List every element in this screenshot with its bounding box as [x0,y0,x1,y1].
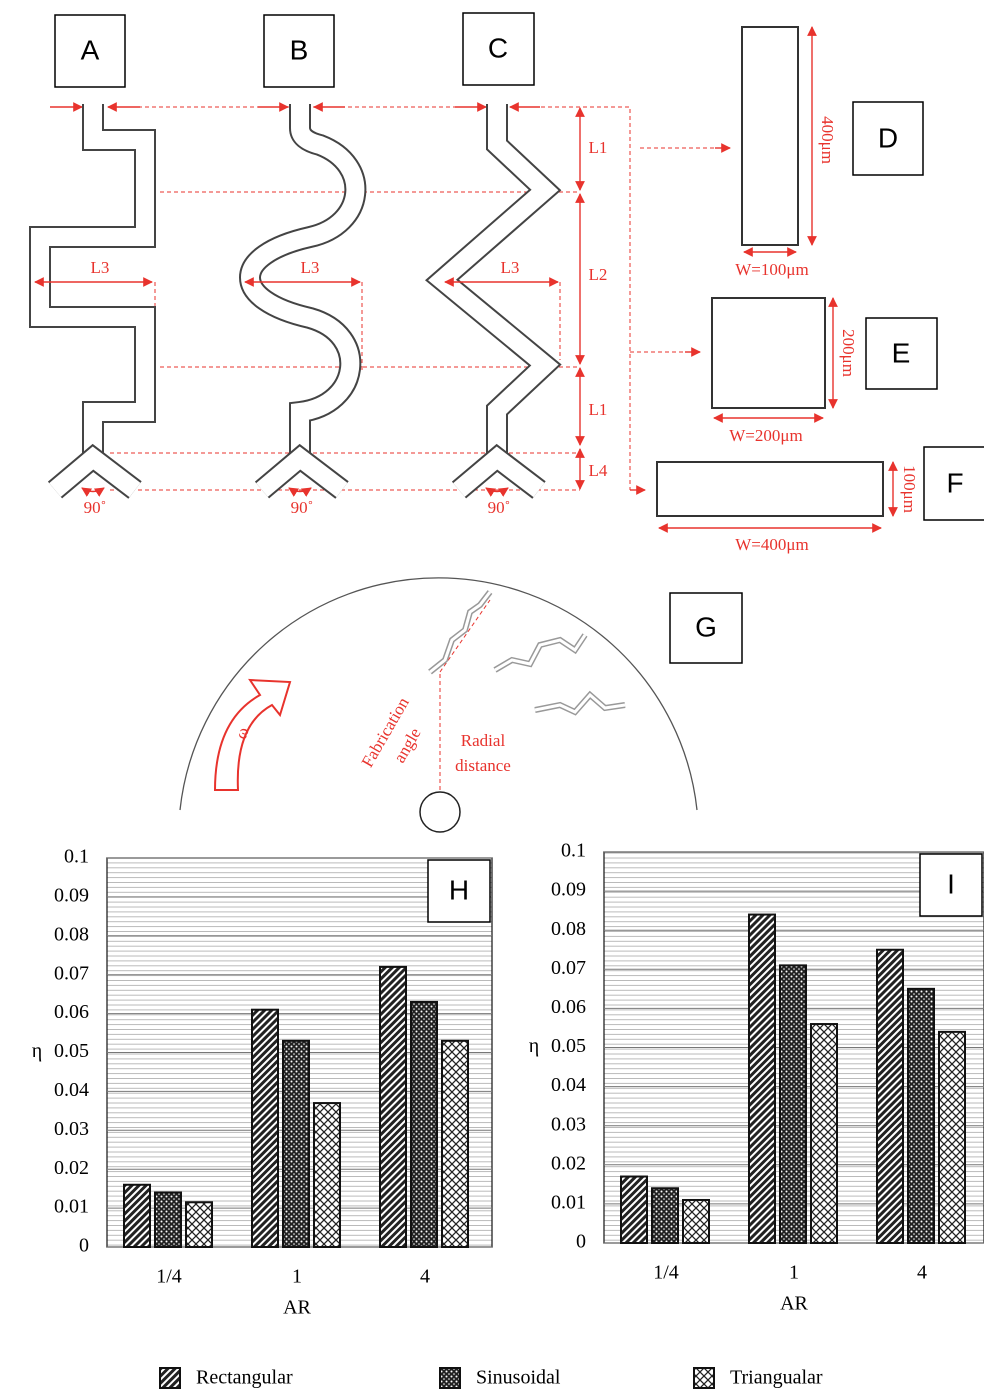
panel-label: H [449,874,469,905]
channel-diagram: L3 L3 L3 L1 L2 L1 L4 90˚ 90˚ 90˚ 400μm W… [35,27,919,554]
y-tick-label: 0.03 [551,1113,586,1135]
radial-distance: Radial [461,731,506,750]
x-tick-label: 1 [292,1266,302,1288]
legend-swatch [160,1368,180,1388]
bar [877,950,903,1243]
panel-label: G [695,611,717,642]
panel-label: I [947,868,955,899]
y-axis-label: η [32,1040,42,1062]
y-tick-label: 0.01 [54,1196,89,1218]
y-tick-label: 0.07 [54,962,89,984]
bar [811,1024,837,1243]
angle: 90˚ [84,498,107,517]
x-axis-label: AR [283,1297,311,1319]
bar [314,1103,340,1247]
bar [621,1177,647,1243]
f-width: W=400μm [735,535,808,554]
y-tick-label: 0.02 [54,1157,89,1179]
angle: 90˚ [291,498,314,517]
bar [124,1185,150,1247]
y-tick-label: 0.03 [54,1118,89,1140]
panel-label: C [488,32,508,63]
e-width: W=200μm [729,426,802,445]
bar [283,1041,309,1247]
y-tick-label: 0.07 [551,957,586,979]
legend-swatch [694,1368,714,1388]
bar [252,1010,278,1247]
y-tick-label: 0 [576,1231,586,1253]
bar [939,1032,965,1243]
legend-label: Rectangular [196,1367,293,1389]
d-width: W=100μm [735,260,808,279]
legend-swatch [440,1368,460,1388]
bar [186,1202,212,1247]
y-tick-label: 0.04 [54,1079,89,1101]
bar [380,967,406,1247]
f-height: 100μm [900,465,919,513]
e-height: 200μm [839,329,858,377]
y-tick-label: 0.09 [54,884,89,906]
panel-label: E [892,337,911,368]
rotation-diagram: ω Fabrication angle Radial distance [180,578,697,832]
y-tick-label: 0.06 [54,1001,89,1023]
panel-label: A [81,34,100,65]
y-tick-label: 0.05 [54,1040,89,1062]
l1: L1 [589,138,608,157]
panel-label: B [290,34,309,65]
y-tick-label: 0.04 [551,1074,586,1096]
y-tick-label: 0 [79,1235,89,1257]
l2: L2 [589,265,608,284]
y-tick-label: 0.05 [551,1035,586,1057]
x-tick-label: 4 [420,1266,430,1288]
bar [908,989,934,1243]
panel-label: D [878,122,898,153]
y-tick-label: 0.02 [551,1152,586,1174]
bar [155,1193,181,1247]
l1: L1 [589,400,608,419]
angle: 90˚ [488,498,511,517]
l3: L3 [301,258,320,277]
legend-label: Triangualar [730,1367,823,1389]
bar [749,915,775,1243]
y-tick-label: 0.1 [561,840,586,862]
y-tick-label: 0.08 [551,918,586,940]
y-axis-label: η [529,1035,539,1057]
y-tick-label: 0.08 [54,923,89,945]
d-height: 400μm [818,116,837,164]
bar [652,1188,678,1243]
bar [442,1041,468,1247]
bar [683,1200,709,1243]
x-axis-label: AR [780,1293,808,1315]
l3: L3 [91,258,110,277]
x-tick-label: 4 [917,1262,927,1284]
y-tick-label: 0.1 [64,846,89,868]
bar [780,965,806,1243]
l3: L3 [501,258,520,277]
radial-distance: distance [455,756,511,775]
y-tick-label: 0.06 [551,996,586,1018]
y-tick-label: 0.01 [551,1191,586,1213]
bar [411,1002,437,1247]
x-tick-label: 1 [789,1262,799,1284]
x-tick-label: 1/4 [156,1266,182,1288]
y-tick-label: 0.09 [551,879,586,901]
x-tick-label: 1/4 [653,1262,679,1284]
panel-label: F [946,467,963,498]
legend-label: Sinusoidal [476,1367,561,1389]
figure: L3 L3 L3 L1 L2 L1 L4 90˚ 90˚ 90˚ 400μm W… [0,0,984,1393]
l4: L4 [589,461,608,480]
